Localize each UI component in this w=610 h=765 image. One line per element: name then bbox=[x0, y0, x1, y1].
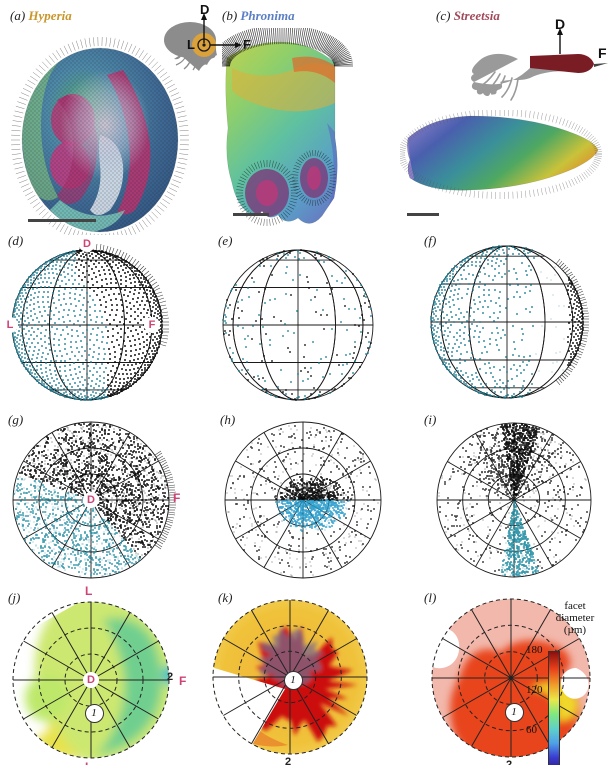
svg-text:D: D bbox=[555, 16, 565, 32]
svg-text:L: L bbox=[187, 37, 195, 52]
svg-text:D: D bbox=[200, 5, 209, 17]
svg-text:F: F bbox=[598, 45, 607, 61]
